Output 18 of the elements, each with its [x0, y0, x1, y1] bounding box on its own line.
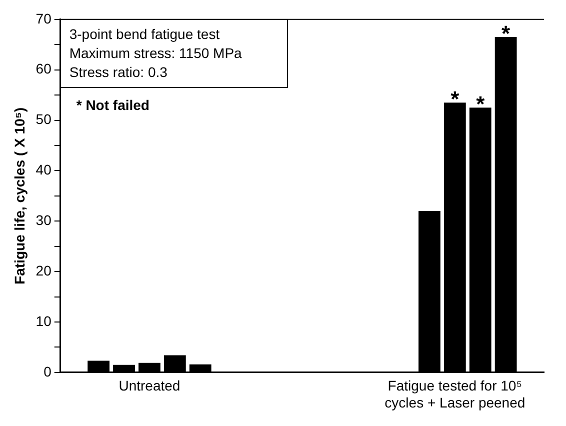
annotation: 3-point bend fatigue test [69, 25, 221, 44]
x-tick-label: Untreated [118, 378, 180, 394]
x-tick-label: Fatigue tested for 10⁵ cycles + Laser peened [384, 378, 526, 410]
data-label: * [450, 86, 460, 112]
y-tick-label: 20 [36, 262, 52, 278]
annotation: * Not failed [76, 96, 150, 116]
y-axis-title: Fatigue life, cycles ( X 10⁵) [11, 107, 28, 284]
y-tick-label: 0 [44, 363, 52, 380]
y-tick-label: 30 [36, 212, 52, 228]
y-tick-label: 10 [36, 312, 52, 329]
y-tick-label: 40 [36, 162, 52, 178]
data-label: * [502, 21, 511, 46]
annotation: Maximum stress: 1150 MPa [69, 44, 243, 64]
annotation: Stress ratio: 0.3 [69, 63, 168, 82]
y-tick-label: 70 [36, 10, 52, 26]
y-tick-label: 60 [36, 60, 52, 77]
y-tick-label: 50 [36, 111, 52, 128]
data-label: * [476, 92, 486, 117]
